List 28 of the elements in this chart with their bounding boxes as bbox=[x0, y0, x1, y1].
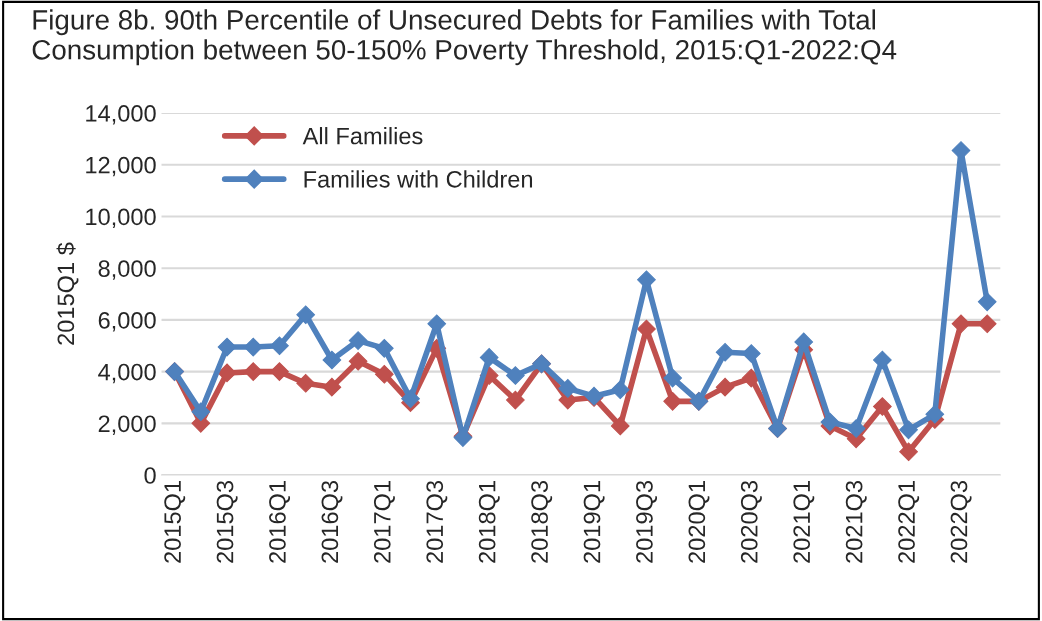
legend-label: Families with Children bbox=[304, 170, 533, 188]
x-tick-label: 2017Q1 bbox=[373, 481, 395, 563]
x-tick-label: 2022Q3 bbox=[950, 480, 972, 563]
y-tick-label: 14,000 bbox=[86, 105, 156, 125]
x-tick-label: 2017Q3 bbox=[426, 480, 448, 563]
x-tick-label: 2020Q3 bbox=[740, 480, 762, 563]
x-tick-label: 2016Q1 bbox=[269, 481, 291, 563]
x-tick-label: 2020Q1 bbox=[688, 481, 710, 563]
x-tick-label: 2015Q1 bbox=[164, 481, 186, 563]
x-tick-label: 2019Q1 bbox=[583, 481, 605, 563]
x-tick-label: 2016Q3 bbox=[321, 480, 343, 563]
chart-title: Figure 8b. 90th Percentile of Unsecured Debts for Families with Total Consumption between 50-150% Poverty Threshold, 2015:Q1-2022:Q4 bbox=[32, 9, 897, 66]
x-tick-label: 2018Q3 bbox=[531, 480, 553, 563]
y-axis-title: 2015Q1 $ bbox=[56, 242, 79, 345]
x-tick-label: 2021Q3 bbox=[845, 480, 867, 563]
x-tick-label: 2018Q1 bbox=[478, 481, 500, 563]
legend-label: All Families bbox=[302, 127, 423, 145]
y-tick-label: 12,000 bbox=[86, 156, 156, 177]
x-tick-label: 2019Q3 bbox=[636, 480, 658, 563]
y-tick-label: 4,000 bbox=[98, 363, 156, 384]
y-tick-label: 8,000 bbox=[98, 260, 156, 280]
y-tick-label: 0 bbox=[144, 467, 156, 484]
x-tick-label: 2021Q1 bbox=[793, 481, 815, 563]
y-tick-label: 10,000 bbox=[86, 208, 156, 229]
x-tick-label: 2015Q3 bbox=[216, 480, 238, 563]
y-tick-label: 6,000 bbox=[98, 311, 156, 332]
y-tick-label: 2,000 bbox=[98, 415, 156, 435]
x-tick-label: 2022Q1 bbox=[898, 481, 920, 563]
